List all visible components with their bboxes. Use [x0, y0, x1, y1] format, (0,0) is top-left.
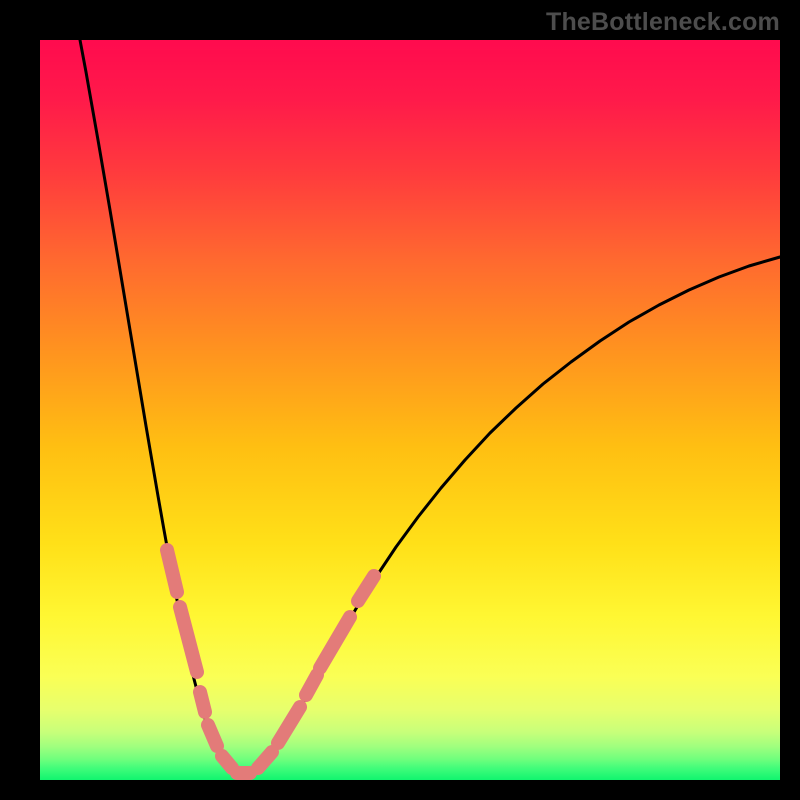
highlight-segment-4 — [222, 756, 232, 768]
highlight-segment-10 — [358, 576, 374, 601]
highlight-segment-1 — [180, 607, 197, 672]
watermark-text: TheBottleneck.com — [546, 8, 780, 37]
bottleneck-curve — [80, 40, 780, 775]
highlight-segment-8 — [306, 675, 317, 695]
highlight-segment-9 — [320, 617, 350, 668]
highlight-segments — [167, 550, 374, 773]
chart-stage: TheBottleneck.com — [0, 0, 800, 800]
curve-layer — [0, 0, 800, 800]
highlight-segment-3 — [208, 725, 217, 746]
highlight-segment-6 — [258, 752, 272, 768]
highlight-segment-2 — [200, 692, 205, 712]
highlight-segment-0 — [167, 550, 177, 592]
highlight-segment-7 — [278, 707, 300, 743]
